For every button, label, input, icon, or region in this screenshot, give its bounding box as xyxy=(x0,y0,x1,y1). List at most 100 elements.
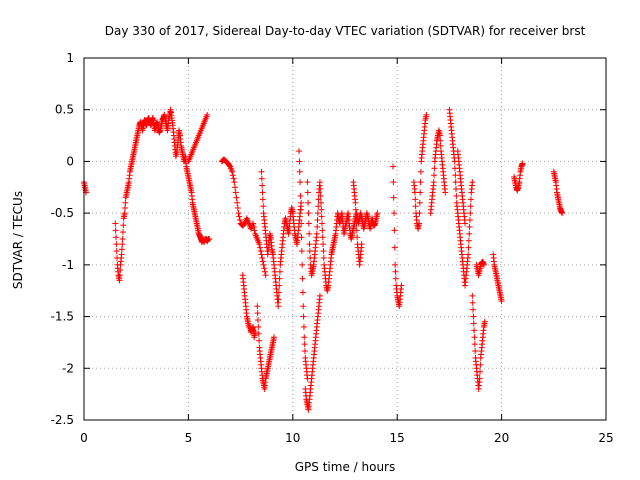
data-point xyxy=(297,206,304,213)
data-point xyxy=(314,210,321,217)
data-point xyxy=(260,203,267,210)
data-point xyxy=(353,213,360,220)
x-tick-label: 5 xyxy=(185,431,193,445)
data-point xyxy=(118,251,125,258)
data-point xyxy=(260,261,267,268)
data-point xyxy=(354,234,361,241)
data-point xyxy=(254,303,261,310)
data-point xyxy=(271,334,278,341)
data-point xyxy=(232,189,239,196)
data-point xyxy=(519,160,526,167)
data-point xyxy=(299,275,306,282)
data-point xyxy=(300,303,307,310)
data-point xyxy=(391,210,398,217)
data-point xyxy=(259,196,266,203)
data-point xyxy=(119,229,126,236)
data-point xyxy=(462,220,469,227)
y-axis-label: SDTVAR / TECUs xyxy=(11,191,25,289)
data-point xyxy=(465,244,472,251)
data-point xyxy=(299,261,306,268)
data-point xyxy=(229,168,236,175)
data-point xyxy=(234,204,241,211)
data-point xyxy=(122,204,129,211)
data-point xyxy=(120,222,127,229)
x-tick-label: 20 xyxy=(494,431,509,445)
data-point xyxy=(116,277,123,284)
data-point xyxy=(471,327,478,334)
data-point xyxy=(469,299,476,306)
data-point xyxy=(255,317,261,324)
data-point xyxy=(306,241,313,248)
data-point xyxy=(276,268,283,275)
data-point xyxy=(319,227,326,234)
y-tick-label: 0.5 xyxy=(55,103,74,117)
data-point xyxy=(250,220,257,227)
data-point xyxy=(318,206,325,213)
data-point xyxy=(258,251,265,258)
data-point xyxy=(259,189,266,196)
data-point xyxy=(466,223,473,230)
data-point xyxy=(390,194,397,201)
data-point xyxy=(301,334,308,341)
plot-frame xyxy=(83,57,607,421)
data-point xyxy=(296,158,303,165)
data-point xyxy=(416,220,423,227)
data-point xyxy=(392,268,399,275)
y-tick-label: 0 xyxy=(66,154,74,168)
data-point xyxy=(353,220,360,227)
data-point xyxy=(298,248,305,255)
axis-ticks: 0 5 10 15 20 25 -2.5 -2 -1.5 -1 -0.5 0 0.5 1 xyxy=(51,51,614,445)
data-point xyxy=(275,289,282,296)
data-point xyxy=(316,179,323,186)
data-point xyxy=(300,313,307,320)
data-point xyxy=(559,210,566,217)
data-point xyxy=(477,368,484,375)
data-point xyxy=(298,220,305,227)
data-point xyxy=(231,179,238,186)
data-point xyxy=(204,111,211,118)
data-point xyxy=(452,179,459,186)
data-point xyxy=(304,189,311,196)
data-point xyxy=(306,230,313,237)
y-tick-label: -2 xyxy=(62,361,74,375)
data-point xyxy=(297,179,304,186)
data-point xyxy=(251,227,258,234)
x-tick-label: 25 xyxy=(598,431,613,445)
data-point xyxy=(431,172,438,179)
data-point xyxy=(412,203,419,210)
data-point xyxy=(119,236,126,242)
data-point xyxy=(240,221,247,228)
data-point xyxy=(465,251,472,258)
data-point xyxy=(476,375,483,382)
data-point xyxy=(275,296,282,303)
data-point xyxy=(255,323,262,330)
data-point xyxy=(390,163,397,170)
data-point xyxy=(262,272,269,279)
data-point xyxy=(437,142,444,149)
data-point xyxy=(232,184,239,191)
y-tick-label: 1 xyxy=(66,51,74,65)
data-point xyxy=(319,220,326,227)
data-point xyxy=(416,210,423,217)
data-point xyxy=(255,330,262,337)
data-point xyxy=(466,230,473,237)
data-point xyxy=(352,199,359,206)
data-point xyxy=(234,199,241,206)
data-point xyxy=(257,244,264,251)
data-point xyxy=(230,175,237,182)
data-point xyxy=(477,361,484,368)
data-point xyxy=(465,237,472,244)
data-point xyxy=(480,261,487,268)
data-point xyxy=(353,227,360,234)
x-tick-label: 15 xyxy=(390,431,405,445)
data-point xyxy=(417,168,424,175)
data-point xyxy=(392,261,399,268)
data-point xyxy=(299,289,306,296)
data-point xyxy=(298,199,305,206)
data-point xyxy=(121,210,128,217)
data-point xyxy=(471,334,478,341)
data-point xyxy=(313,230,320,237)
data-points xyxy=(81,106,566,413)
data-point xyxy=(117,267,124,274)
